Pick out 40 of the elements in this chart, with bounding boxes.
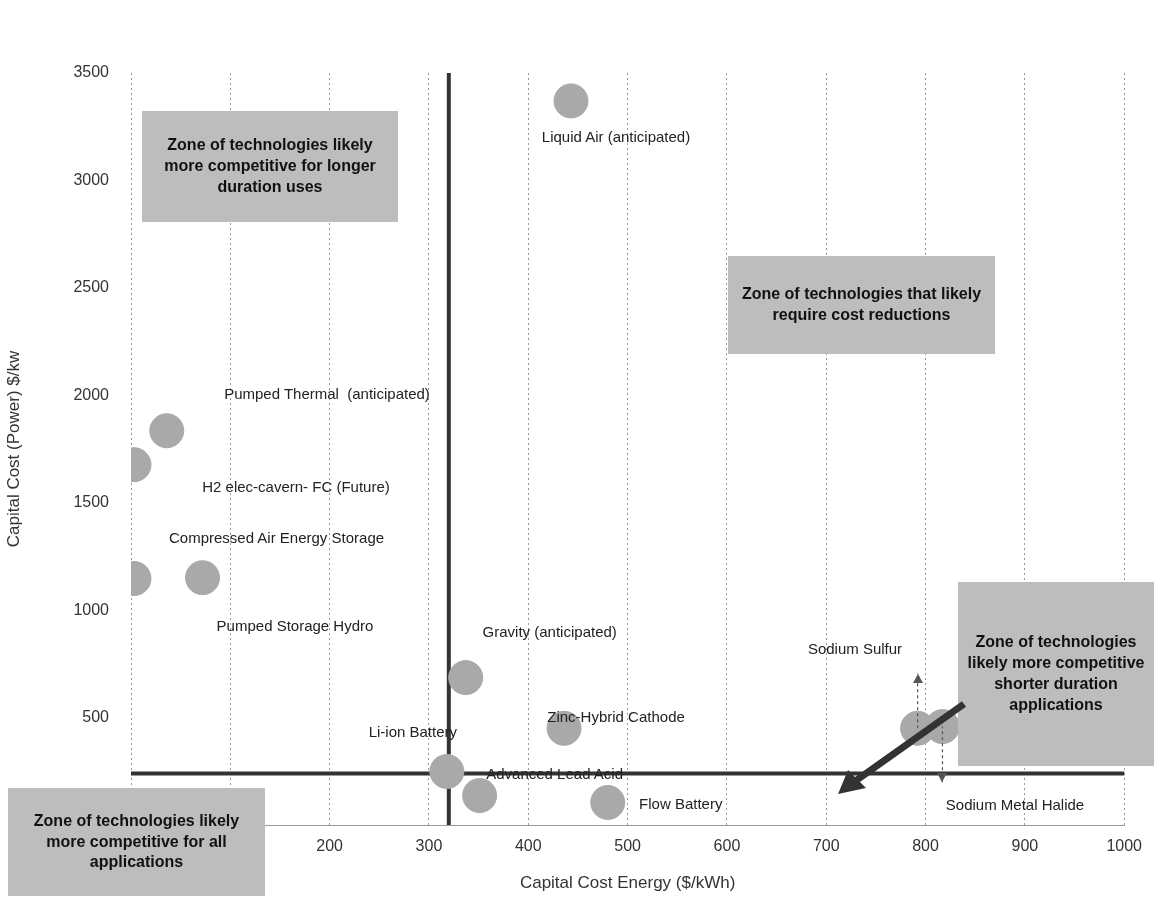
- point: [553, 83, 589, 119]
- point: [185, 560, 221, 596]
- x-tick-label: 900: [1011, 837, 1039, 855]
- note-box: Zone of technologies likely more competitive for longer duration uses: [142, 111, 398, 222]
- point: [462, 778, 498, 814]
- annotation: Zinc-Hybrid Cathode: [547, 708, 685, 726]
- x-tick-label: 600: [713, 837, 741, 855]
- annotation: Sodium Sulfur: [807, 639, 903, 657]
- annotation: Flow Battery: [639, 794, 723, 812]
- x-tick-label: 300: [415, 837, 443, 855]
- annotation: Pumped Storage Hydro: [216, 616, 374, 634]
- y-tick-label: 1000: [73, 600, 110, 618]
- y-tick-label: 2500: [73, 278, 110, 296]
- annotation: H2 elec-cavern- FC (Future): [202, 477, 390, 495]
- note-box: Zone of technologies that likely require cost reductions: [728, 256, 995, 354]
- y-tick-label: 2000: [73, 385, 110, 403]
- point: [448, 660, 484, 696]
- point: [590, 784, 626, 820]
- note-box: Zone of technologies likely more competitive shorter duration applications: [958, 582, 1154, 766]
- x-tick-label: 500: [614, 837, 642, 855]
- note-box: Zone of technologies likely more competitive for all applications: [8, 788, 265, 896]
- annotation: Sodium Metal Halide: [945, 795, 1085, 813]
- annotation: Advanced Lead Acid: [486, 764, 623, 782]
- point: [429, 754, 465, 789]
- point: [149, 413, 185, 449]
- y-tick-label: 3500: [73, 63, 110, 81]
- x-tick-label: 400: [514, 837, 542, 855]
- x-axis-title: Capital Cost Energy ($/kWh): [519, 873, 736, 893]
- annotation: Gravity (anticipated): [482, 622, 617, 640]
- x-tick-label: 200: [316, 837, 344, 855]
- y-axis-title: Capital Cost (Power) $/kw: [3, 350, 23, 548]
- annotation: Compressed Air Energy Storage: [168, 528, 385, 546]
- y-tick-label: 1500: [73, 493, 110, 511]
- x-tick-label: 1000: [1106, 837, 1143, 855]
- annotation: Pumped Thermal (anticipated): [224, 384, 430, 402]
- y-tick-label: 3000: [73, 170, 110, 188]
- annotation: Liquid Air (anticipated): [541, 128, 691, 146]
- x-tick-label: 700: [812, 837, 840, 855]
- y-tick-label: 500: [82, 707, 110, 725]
- x-tick-label: 800: [912, 837, 940, 855]
